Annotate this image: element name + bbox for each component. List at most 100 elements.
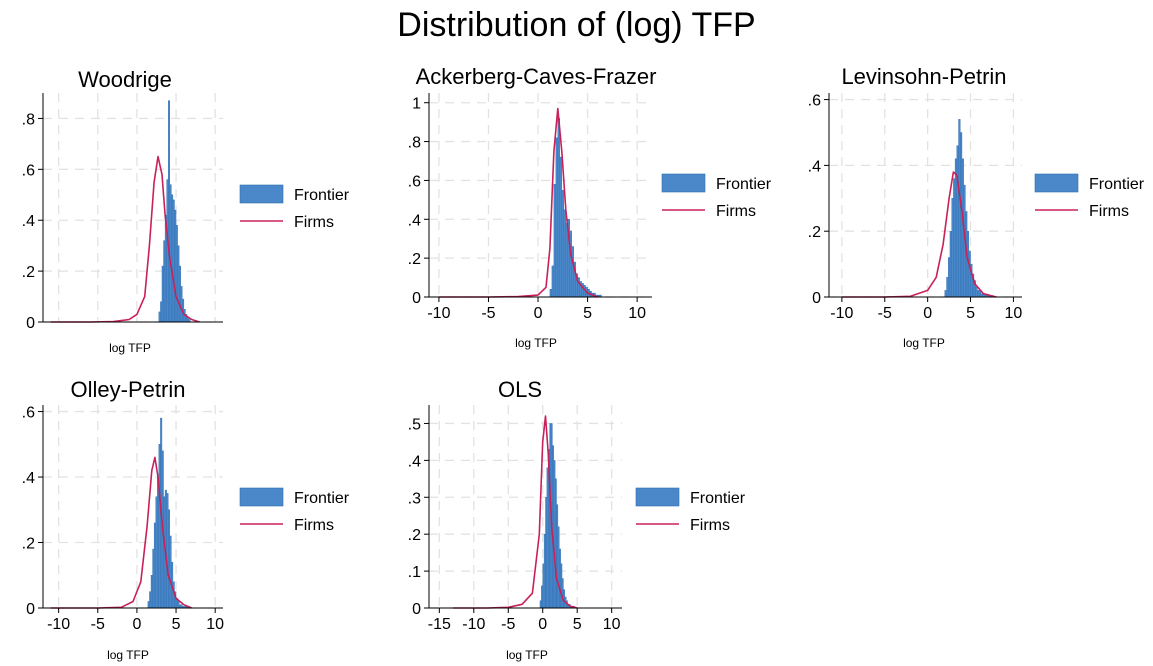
y-tick-label: 0 <box>26 315 35 332</box>
y-tick-label: 0 <box>412 290 421 307</box>
panel-1: 0 .2 .4 .6 .8 log TFP Woodrige Frontier Firms <box>22 67 350 355</box>
density-line <box>50 155 200 323</box>
legend: Frontier Firms <box>661 173 772 220</box>
histogram-bar <box>177 601 180 609</box>
y-tick-label: .8 <box>22 111 35 128</box>
histogram-bar <box>553 460 556 609</box>
histogram-bar <box>556 504 559 609</box>
x-tick-label: -10 <box>830 305 853 322</box>
histogram-bar <box>557 526 560 609</box>
y-tick-label: .2 <box>408 527 421 544</box>
x-axis-label: log TFP <box>506 648 548 662</box>
legend-swatch-frontier <box>239 184 284 204</box>
histogram-bar <box>168 509 170 609</box>
panel-4: 0 .2 .4 .6 -10 -5 0 5 10 log TFP Olley-Petrin Front… <box>22 377 350 662</box>
histogram-bar <box>178 265 181 323</box>
histogram-bar <box>552 445 554 609</box>
y-tick-label: .6 <box>408 173 421 190</box>
panel-title: Olley-Petrin <box>71 377 186 402</box>
histogram-bar <box>543 533 546 609</box>
histogram-bar <box>147 601 150 609</box>
y-tick-label: .4 <box>22 470 35 487</box>
y-tick-label: 0 <box>412 601 421 618</box>
x-tick-label: 10 <box>628 305 646 322</box>
histogram-bar <box>542 563 545 609</box>
x-tick-label: -5 <box>481 305 495 322</box>
x-tick-label: 0 <box>132 616 141 633</box>
x-axis-label: log TFP <box>903 336 945 350</box>
figure-title: Distribution of (log) TFP <box>397 6 756 44</box>
histogram-bar <box>569 230 572 298</box>
histogram-bar <box>174 209 177 323</box>
histogram-bar <box>571 246 574 298</box>
y-tick-label: 1 <box>412 96 421 113</box>
y-tick-label: .2 <box>808 224 821 241</box>
histogram-bar <box>561 578 564 609</box>
histogram-bar <box>153 522 156 609</box>
histogram-bar <box>149 591 152 609</box>
x-tick-label: 0 <box>534 305 543 322</box>
histogram-bar <box>948 257 951 298</box>
y-tick-label: .3 <box>408 490 421 507</box>
y-tick-label: .6 <box>808 93 821 110</box>
legend-label-firms: Firms <box>690 517 730 534</box>
legend: Frontier Firms <box>239 487 350 534</box>
histogram-bar <box>951 198 954 298</box>
x-tick-label: -10 <box>462 616 485 633</box>
x-tick-label: 0 <box>923 305 932 322</box>
histogram-bar <box>557 118 561 298</box>
histogram-bar <box>946 277 949 298</box>
legend-label-firms: Firms <box>1089 203 1129 220</box>
panel-3: 0 .2 .4 .6 -10 -5 0 5 10 log TFP Levinsohn-Petrin F… <box>808 64 1145 350</box>
y-tick-label: .4 <box>408 212 421 229</box>
histogram-bar <box>166 179 169 323</box>
x-axis-label: log TFP <box>107 648 149 662</box>
y-tick-label: .5 <box>408 416 421 433</box>
x-tick-label: 10 <box>1005 305 1023 322</box>
y-tick-label: .2 <box>408 251 421 268</box>
histogram-bar <box>166 493 169 609</box>
histogram-bar <box>565 222 568 298</box>
histogram-bar <box>977 290 980 298</box>
histogram-bar <box>157 476 160 609</box>
x-tick-label: -5 <box>501 616 515 633</box>
histogram-bar <box>551 265 555 298</box>
histogram-bar <box>158 311 161 323</box>
histogram-bar <box>180 286 183 323</box>
x-tick-label: 5 <box>573 616 582 633</box>
legend-swatch-frontier <box>239 487 284 507</box>
histogram-bar <box>953 178 956 298</box>
histogram-bar <box>559 548 561 609</box>
x-tick-label: 5 <box>966 305 975 322</box>
histogram-bar <box>177 245 180 323</box>
panel-title: Woodrige <box>78 67 172 92</box>
histogram-bar <box>958 119 961 298</box>
legend-swatch-frontier <box>1034 173 1079 193</box>
legend: Frontier Firms <box>1034 173 1145 220</box>
histogram-bar <box>545 497 548 609</box>
histogram-bar <box>169 535 172 609</box>
legend: Frontier Firms <box>635 487 746 534</box>
x-axis-label: log TFP <box>109 341 151 355</box>
y-tick-label: .8 <box>408 135 421 152</box>
legend-label-frontier: Frontier <box>294 187 350 204</box>
legend-label-frontier: Frontier <box>294 490 350 507</box>
x-tick-label: 10 <box>206 616 224 633</box>
histogram-bar <box>163 240 166 323</box>
density-line <box>50 456 193 609</box>
histogram-bar <box>152 548 155 609</box>
y-tick-label: .2 <box>22 536 35 553</box>
x-tick-label: 5 <box>583 305 592 322</box>
y-tick-label: 0 <box>26 601 35 618</box>
y-tick-label: .4 <box>408 453 421 470</box>
y-tick-label: 0 <box>812 290 821 307</box>
histogram-bar <box>553 184 557 298</box>
x-tick-label: 0 <box>538 616 547 633</box>
density-line <box>438 107 598 298</box>
legend-label-firms: Firms <box>716 203 756 220</box>
x-tick-label: 10 <box>603 616 621 633</box>
legend-swatch-frontier <box>635 487 680 507</box>
x-tick-label: -10 <box>427 305 450 322</box>
x-tick-label: -5 <box>91 616 105 633</box>
